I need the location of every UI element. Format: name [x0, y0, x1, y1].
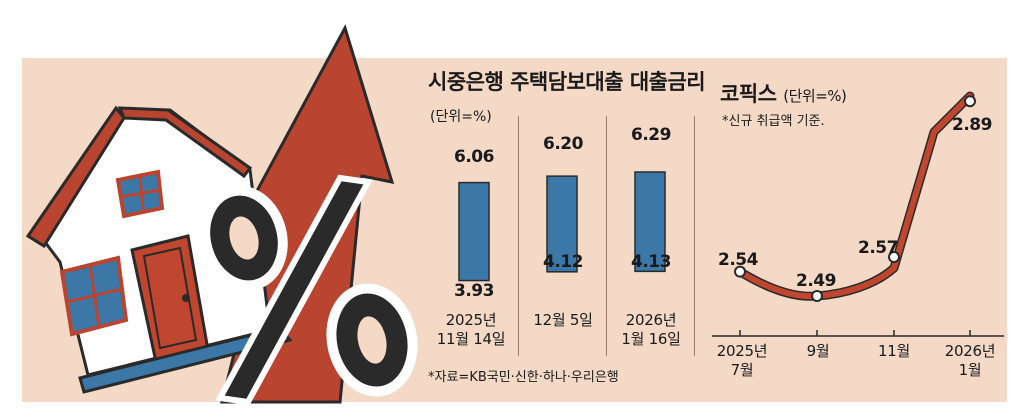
- divider-2: [606, 116, 607, 356]
- line-label-2: 2.49: [796, 271, 836, 291]
- line-label-1: 2.54: [718, 250, 758, 270]
- percent-icon: [200, 174, 418, 406]
- house-icon: [25, 105, 293, 394]
- bar-category-2: 12월 5일: [533, 311, 593, 329]
- line-x-label-1: 2025년 7월: [716, 342, 768, 379]
- bar-high-label-2: 6.20: [543, 134, 583, 154]
- bar-high-label-3: 6.29: [631, 125, 671, 145]
- loan-rate-unit: (단위=%): [430, 109, 492, 125]
- rate-range-bar: [458, 181, 490, 282]
- loan-rate-title: 시중은행 주택담보대출 대출금리: [428, 70, 706, 94]
- bar-category-1: 2025년 11월 14일: [436, 311, 506, 348]
- line-label-4: 2.89: [952, 115, 992, 135]
- cofix-point: [811, 290, 823, 302]
- cofix-title: 코픽스 (단위=%): [720, 82, 847, 106]
- cofix-point: [888, 251, 900, 264]
- rate-range-bar: [546, 175, 578, 273]
- line-x-label-3: 11월: [878, 342, 910, 360]
- cofix-point: [734, 265, 746, 278]
- cofix-point: [964, 95, 976, 108]
- bar-low-label-1: 3.93: [454, 281, 494, 301]
- cofix-line-outline: [735, 91, 975, 301]
- bar-high-label-1: 6.06: [454, 147, 494, 167]
- line-label-3: 2.57: [858, 238, 898, 258]
- rate-range-bar: [634, 171, 666, 273]
- bar-low-label-3: 4.13: [631, 252, 671, 272]
- cofix-note: *신규 취급액 기준.: [722, 114, 825, 129]
- divider-3: [694, 116, 695, 356]
- line-x-label-4: 2026년 1월: [944, 342, 996, 379]
- source-note: *자료=KB국민·신한·하나·우리은행: [428, 370, 619, 385]
- line-x-label-2: 9월: [806, 342, 830, 360]
- bar-low-label-2: 4.12: [543, 252, 583, 272]
- divider-1: [518, 116, 519, 356]
- bar-category-3: 2026년 1월 16일: [621, 311, 681, 348]
